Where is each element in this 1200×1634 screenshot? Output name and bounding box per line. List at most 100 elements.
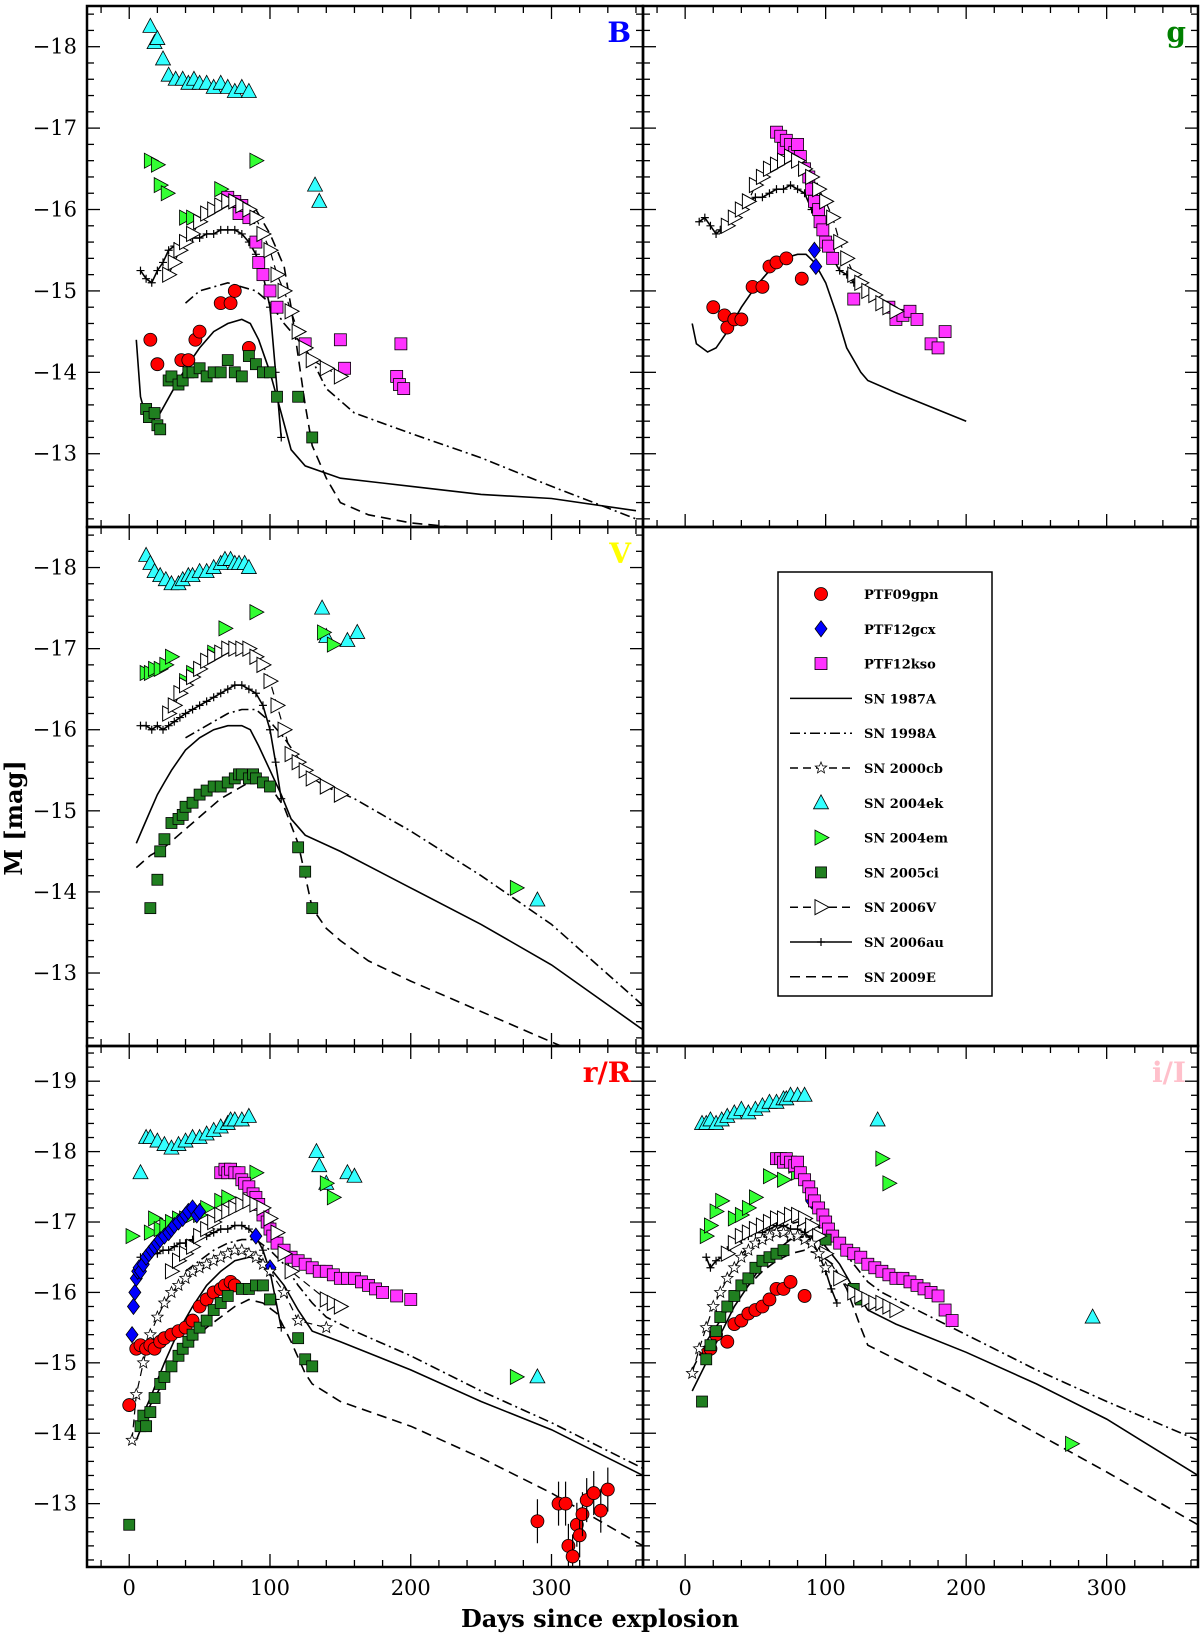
data-point-ek [313,599,331,615]
data-point-ci [777,1244,790,1257]
data-point-ek [796,1086,813,1102]
plot-area [135,17,637,527]
data-point-v06 [833,233,849,251]
data-point-cb [818,1260,833,1274]
data-point-ci [154,423,167,436]
data-point-ci [123,1518,136,1531]
data-point-ci [144,1406,157,1419]
series-line-e09 [135,1298,643,1547]
panel-iI: 0 100 200 300 i/I [641,1044,1200,1600]
data-point-cb [277,1285,291,1299]
data-point-v06 [256,656,273,674]
data-point-ci [292,1332,305,1345]
series-line-sn87 [691,1235,1198,1477]
data-point-v06 [284,302,301,320]
y-tick-label: −17 [33,637,77,661]
data-point-ci [148,1392,161,1404]
data-point-ek [240,82,258,98]
legend-label: SN 2005ci [864,866,939,881]
panel-B: −13 −14 −15 −16 −17 −18 B [33,4,645,529]
data-point-ci [292,390,305,403]
data-point-em [160,185,177,202]
data-point-em [249,603,265,621]
y-tick-label: −14 [33,360,77,384]
data-point-au [209,693,218,702]
data-point-v06 [263,672,280,690]
plot-area [691,125,967,422]
data-point-au [786,181,795,190]
data-point-ci [742,1272,755,1285]
x-tick-label: 300 [1087,1576,1127,1600]
data-point-au [170,717,179,726]
data-point-au [237,1221,246,1230]
legend-label: SN 2006V [864,901,937,916]
x-tick-label: 200 [391,1576,431,1600]
data-point-kso [791,137,804,151]
data-point-kso [394,337,408,351]
y-tick-label: −18 [33,35,77,59]
data-point-kso [938,325,952,339]
legend-label: SN 2004em [864,832,948,847]
data-point-au [712,229,721,238]
data-point-ek [869,1111,886,1127]
data-point-ci [242,350,255,362]
data-point-cb [263,1264,277,1278]
data-point-gpn [762,1292,777,1307]
data-point-kso [847,292,861,306]
data-point-em [249,152,265,169]
y-tick-label: −15 [33,799,77,823]
data-point-ek [529,1368,546,1384]
data-point-kso [910,313,924,326]
data-point-ci [140,1420,153,1433]
y-tick-label: −16 [33,198,77,222]
data-point-em [882,1175,898,1192]
legend-label: PTF12kso [864,658,936,673]
legend-label: PTF12gcx [864,623,936,638]
data-point-kso [397,382,411,396]
data-point-cb [734,1250,749,1264]
data-point-au [702,1253,711,1262]
data-point-ek [132,1163,149,1180]
data-point-au [271,758,280,767]
data-point-au [706,221,715,230]
legend-marker-gpn [814,587,828,601]
data-point-au [793,185,802,194]
data-point-ek [311,1156,328,1173]
data-point-au [700,213,709,222]
data-point-gpn [593,1503,608,1518]
series-line-sn87 [135,318,637,512]
legend-marker-v06 [814,898,831,916]
data-point-ci [200,1314,213,1327]
band-label: g [1166,16,1186,49]
data-point-au [779,185,788,194]
data-point-ci [207,1304,220,1316]
data-point-ci [299,865,312,878]
y-tick-label: −13 [33,442,77,466]
data-point-v06 [162,266,178,283]
panel-V: −13 −14 −15 −16 −17 −18 V [33,525,645,1048]
data-point-em [777,1171,793,1188]
y-tick-label: −17 [33,116,77,140]
data-point-gpn [122,1398,137,1412]
data-point-gpn [530,1514,545,1529]
data-point-gpn [779,251,794,266]
data-point-ci [264,1293,276,1306]
y-tick-label: −13 [33,961,77,985]
data-point-cb [790,1229,805,1242]
series-line-sn98 [185,708,643,1007]
data-point-em [125,1227,141,1245]
data-point-kso [390,1289,404,1303]
legend-item-ci: SN 2005ci [815,866,939,881]
x-tick-label: 100 [250,1576,290,1600]
data-point-au [147,278,156,287]
data-point-cb [727,1260,742,1274]
data-point-au [277,433,286,442]
data-point-au [835,266,844,275]
y-tick-label: −19 [33,1069,77,1093]
data-point-em [165,648,181,665]
data-point-au [244,1225,253,1234]
data-point-cb [157,1295,172,1309]
data-point-gpn [706,300,721,315]
legend-label: SN 2000cb [864,762,943,777]
